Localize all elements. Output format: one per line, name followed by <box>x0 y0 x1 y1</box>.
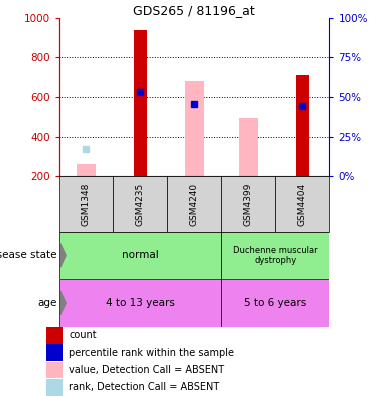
Bar <box>275 176 329 232</box>
Text: GSM4240: GSM4240 <box>190 183 199 225</box>
Text: GSM1348: GSM1348 <box>82 182 91 226</box>
Text: GSM4399: GSM4399 <box>244 182 253 226</box>
Bar <box>239 118 258 176</box>
Bar <box>77 164 96 176</box>
Text: normal: normal <box>122 250 159 261</box>
Text: value, Detection Call = ABSENT: value, Detection Call = ABSENT <box>69 365 224 375</box>
Text: Duchenne muscular
dystrophy: Duchenne muscular dystrophy <box>233 246 318 265</box>
Bar <box>167 176 221 232</box>
Text: percentile rank within the sample: percentile rank within the sample <box>69 348 234 358</box>
Bar <box>59 176 113 232</box>
Bar <box>46 327 63 344</box>
Bar <box>46 345 63 361</box>
Text: rank, Detection Call = ABSENT: rank, Detection Call = ABSENT <box>69 382 219 392</box>
Text: GSM4404: GSM4404 <box>298 183 307 225</box>
Bar <box>59 279 221 327</box>
Text: GSM4235: GSM4235 <box>136 182 145 226</box>
Bar <box>134 30 147 176</box>
Text: age: age <box>37 298 57 308</box>
Polygon shape <box>61 244 66 267</box>
Text: 5 to 6 years: 5 to 6 years <box>244 298 306 308</box>
Bar <box>46 379 63 396</box>
Bar <box>221 232 329 279</box>
Polygon shape <box>61 291 66 315</box>
Bar <box>46 362 63 378</box>
Text: 4 to 13 years: 4 to 13 years <box>106 298 175 308</box>
Text: count: count <box>69 330 97 341</box>
Bar <box>296 75 309 176</box>
Bar <box>221 176 275 232</box>
Bar <box>185 81 204 176</box>
Title: GDS265 / 81196_at: GDS265 / 81196_at <box>134 4 255 17</box>
Bar <box>221 279 329 327</box>
Bar <box>59 232 221 279</box>
Text: disease state: disease state <box>0 250 57 261</box>
Bar <box>113 176 167 232</box>
